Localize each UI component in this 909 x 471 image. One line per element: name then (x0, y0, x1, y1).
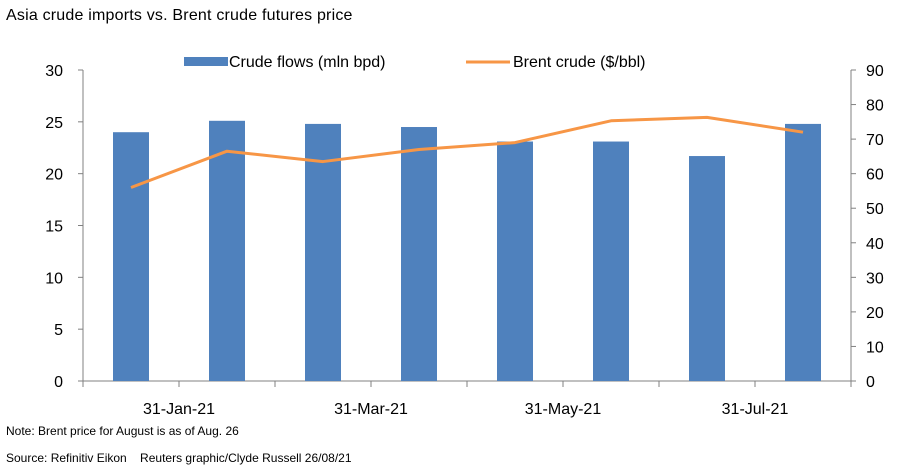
chart-title: Asia crude imports vs. Brent crude futur… (6, 7, 353, 24)
left-tick-label: 25 (45, 115, 63, 132)
combo-chart: 0 5 10 15 20 25 30 0 10 20 30 40 50 60 70 80 90 31-Jan-… (45, 54, 884, 418)
left-y-axis: 0 5 10 15 20 25 30 (45, 63, 84, 391)
line-series (130, 115, 804, 189)
right-tick-label: 80 (866, 98, 884, 115)
chart-note: Note: Brent price for August is as of Au… (6, 424, 239, 438)
right-tick-label: 70 (866, 132, 884, 149)
chart-source: Source: Refinitiv Eikon Reuters graphic/… (6, 451, 352, 465)
right-tick-label: 20 (866, 305, 884, 322)
right-tick-label: 10 (866, 339, 884, 356)
bar (209, 120, 245, 382)
x-tick-label: 31-May-21 (525, 401, 602, 418)
right-tick-label: 90 (866, 63, 884, 80)
right-tick-label: 60 (866, 167, 884, 184)
bar-series (113, 120, 821, 382)
legend-label-line: Brent crude ($/bbl) (513, 54, 646, 71)
left-tick-label: 5 (54, 322, 63, 339)
bar (593, 141, 629, 381)
line-path (130, 115, 804, 189)
bar (305, 123, 341, 381)
left-tick-label: 30 (45, 63, 63, 80)
x-tick-label: 31-Jul-21 (722, 401, 789, 418)
right-tick-label: 0 (866, 374, 875, 391)
left-tick-label: 10 (45, 270, 63, 287)
left-tick-label: 20 (45, 167, 63, 184)
bar (497, 141, 533, 381)
right-tick-label: 50 (866, 201, 884, 218)
right-tick-label: 30 (866, 270, 884, 287)
legend-swatch-bar (184, 57, 228, 66)
legend: Crude flows (mln bpd) Brent crude ($/bbl) (184, 54, 646, 71)
x-tick-label: 31-Mar-21 (334, 401, 408, 418)
bar (785, 123, 821, 381)
left-tick-label: 15 (45, 219, 63, 236)
left-tick-label: 0 (54, 374, 63, 391)
legend-label-bar: Crude flows (mln bpd) (229, 54, 386, 71)
bar (113, 132, 149, 381)
right-tick-label: 40 (866, 236, 884, 253)
bar (689, 156, 725, 381)
bar (401, 127, 437, 382)
right-y-axis: 0 10 20 30 40 50 60 70 80 90 (850, 63, 884, 391)
x-axis: 31-Jan-21 31-Mar-21 31-May-21 31-Jul-21 (82, 380, 852, 418)
x-tick-label: 31-Jan-21 (143, 401, 215, 418)
